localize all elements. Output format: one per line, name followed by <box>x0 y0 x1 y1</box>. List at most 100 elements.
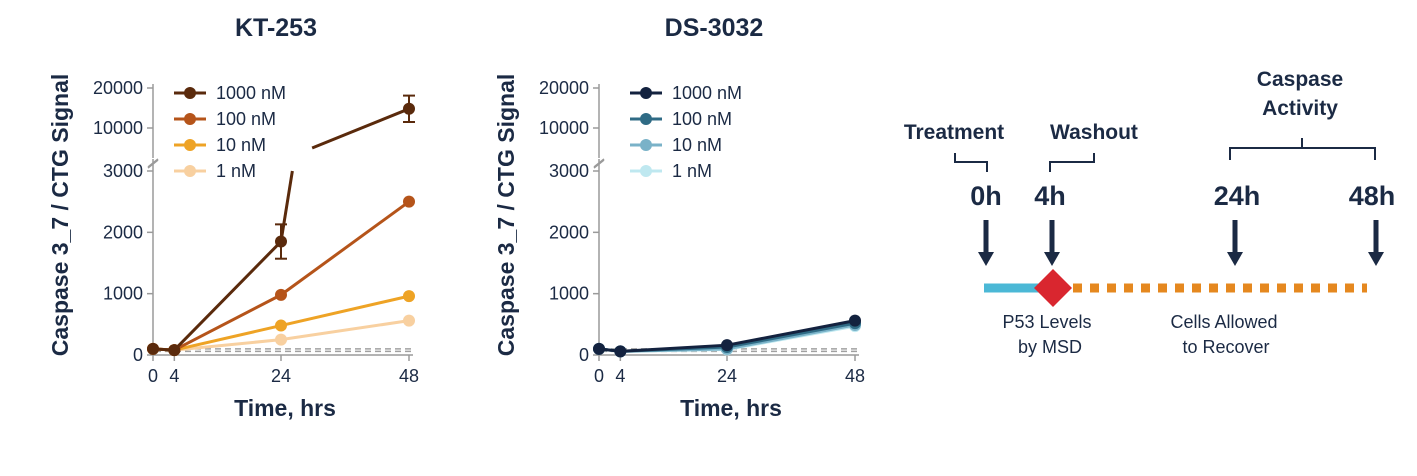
down-arrow-icon <box>1044 220 1060 266</box>
y-tick-label: 20000 <box>539 78 589 98</box>
series-1000-nm <box>147 94 415 357</box>
y-tick-label: 20000 <box>93 78 143 98</box>
data-point <box>168 344 181 357</box>
data-point <box>403 290 415 303</box>
x-tick-label: 4 <box>169 366 179 386</box>
y-tick-label: 10000 <box>539 118 589 138</box>
x-axis-title: Time, hrs <box>234 395 336 421</box>
data-point <box>593 342 605 355</box>
treatment-bracket <box>954 153 988 172</box>
data-point <box>275 319 287 332</box>
experiment-timeline: Treatment Washout Caspase Activity 0h 4h… <box>904 68 1395 357</box>
x-tick-label: 24 <box>271 366 291 386</box>
legend-swatch-marker <box>184 139 196 151</box>
caspase-activity-bracket <box>1229 138 1376 160</box>
y-axis-title: Caspase 3_7 / CTG Signal <box>493 74 519 357</box>
time-label-4h: 4h <box>1034 181 1066 211</box>
y-tick-label: 2000 <box>549 222 589 242</box>
data-point <box>275 235 287 248</box>
series-line-segment <box>280 294 410 328</box>
y-tick-label: 10000 <box>93 118 143 138</box>
recover-note-line1: Cells Allowed <box>1170 312 1277 332</box>
legend-entry-label: 1000 nM <box>216 83 286 103</box>
time-label-24h: 24h <box>1214 181 1261 211</box>
down-arrow-icon <box>1227 220 1243 266</box>
series-line-segment <box>173 293 282 352</box>
time-label-0h: 0h <box>970 181 1002 211</box>
series-line-segment <box>174 338 282 352</box>
legend-entry-label: 1 nM <box>216 161 256 181</box>
legend-swatch-marker <box>640 165 652 177</box>
axis-break-mark <box>593 158 605 168</box>
axis-break-mark <box>147 158 159 168</box>
chart-title: KT-253 <box>235 14 317 42</box>
legend-entry-label: 10 nM <box>216 135 266 155</box>
x-tick-label: 0 <box>594 366 604 386</box>
series-line-segment <box>280 200 410 297</box>
data-point <box>275 333 287 346</box>
legend-entry-label: 10 nM <box>672 135 722 155</box>
data-point <box>721 339 733 352</box>
chart-title: DS-3032 <box>665 14 764 42</box>
legend-swatch-marker <box>640 139 652 151</box>
data-point <box>403 102 415 115</box>
x-tick-label: 48 <box>399 366 419 386</box>
y-tick-label: 3000 <box>549 161 589 181</box>
washout-diamond-icon <box>1034 269 1072 307</box>
legend-swatch-marker <box>184 165 196 177</box>
y-tick-label: 3000 <box>103 161 143 181</box>
data-point <box>849 314 861 327</box>
chart-kt-253: KT-253 Caspase 3_7 / CTG Signal Time, hr… <box>47 14 419 421</box>
data-point <box>147 342 159 355</box>
y-tick-label: 1000 <box>103 284 143 304</box>
washout-bracket <box>1049 153 1095 172</box>
axis-break-mark <box>147 159 159 169</box>
series-line-segment <box>311 107 410 150</box>
y-tick-label: 2000 <box>103 222 143 242</box>
legend-swatch-marker <box>640 87 652 99</box>
x-tick-label: 48 <box>845 366 865 386</box>
series-line-segment <box>173 324 282 352</box>
p53-note-line1: P53 Levels <box>1002 312 1091 332</box>
legend-entry-label: 1000 nM <box>672 83 742 103</box>
legend-swatch-marker <box>640 113 652 125</box>
series-line-segment <box>280 319 410 342</box>
p53-note-line2: by MSD <box>1018 337 1082 357</box>
treatment-label: Treatment <box>904 121 1004 144</box>
y-tick-label: 1000 <box>549 284 589 304</box>
legend-entry-label: 1 nM <box>672 161 712 181</box>
data-point <box>614 345 627 358</box>
legend-entry-label: 100 nM <box>672 109 732 129</box>
series-1000-nm <box>593 314 861 358</box>
caspase-activity-label-line2: Activity <box>1262 97 1338 120</box>
data-point <box>275 288 287 301</box>
y-tick-label: 0 <box>133 345 143 365</box>
caspase-activity-label-line1: Caspase <box>1257 68 1343 91</box>
legend-swatch-marker <box>184 87 196 99</box>
chart-ds-3032: DS-3032 Caspase 3_7 / CTG Signal Time, h… <box>493 14 865 421</box>
series-line-segment <box>620 343 728 353</box>
x-tick-label: 24 <box>717 366 737 386</box>
y-tick-label: 0 <box>579 345 589 365</box>
x-tick-label: 4 <box>615 366 625 386</box>
x-axis-title: Time, hrs <box>680 395 782 421</box>
axis-break-mark <box>593 159 605 169</box>
data-point <box>403 314 415 327</box>
x-tick-label: 0 <box>148 366 158 386</box>
time-label-48h: 48h <box>1349 181 1396 211</box>
series-line-segment <box>279 170 294 242</box>
down-arrow-icon <box>1368 220 1384 266</box>
down-arrow-icon <box>978 220 994 266</box>
series-line-segment <box>173 240 283 352</box>
series-line-segment <box>726 323 856 351</box>
series-line-segment <box>726 321 856 349</box>
washout-label: Washout <box>1050 121 1138 144</box>
legend-swatch-marker <box>184 113 196 125</box>
data-point <box>403 195 415 208</box>
series-line-segment <box>726 319 856 347</box>
y-axis-title: Caspase 3_7 / CTG Signal <box>47 74 73 357</box>
legend-entry-label: 100 nM <box>216 109 276 129</box>
recover-note-line2: to Recover <box>1182 337 1269 357</box>
series-100-nm <box>147 195 415 357</box>
